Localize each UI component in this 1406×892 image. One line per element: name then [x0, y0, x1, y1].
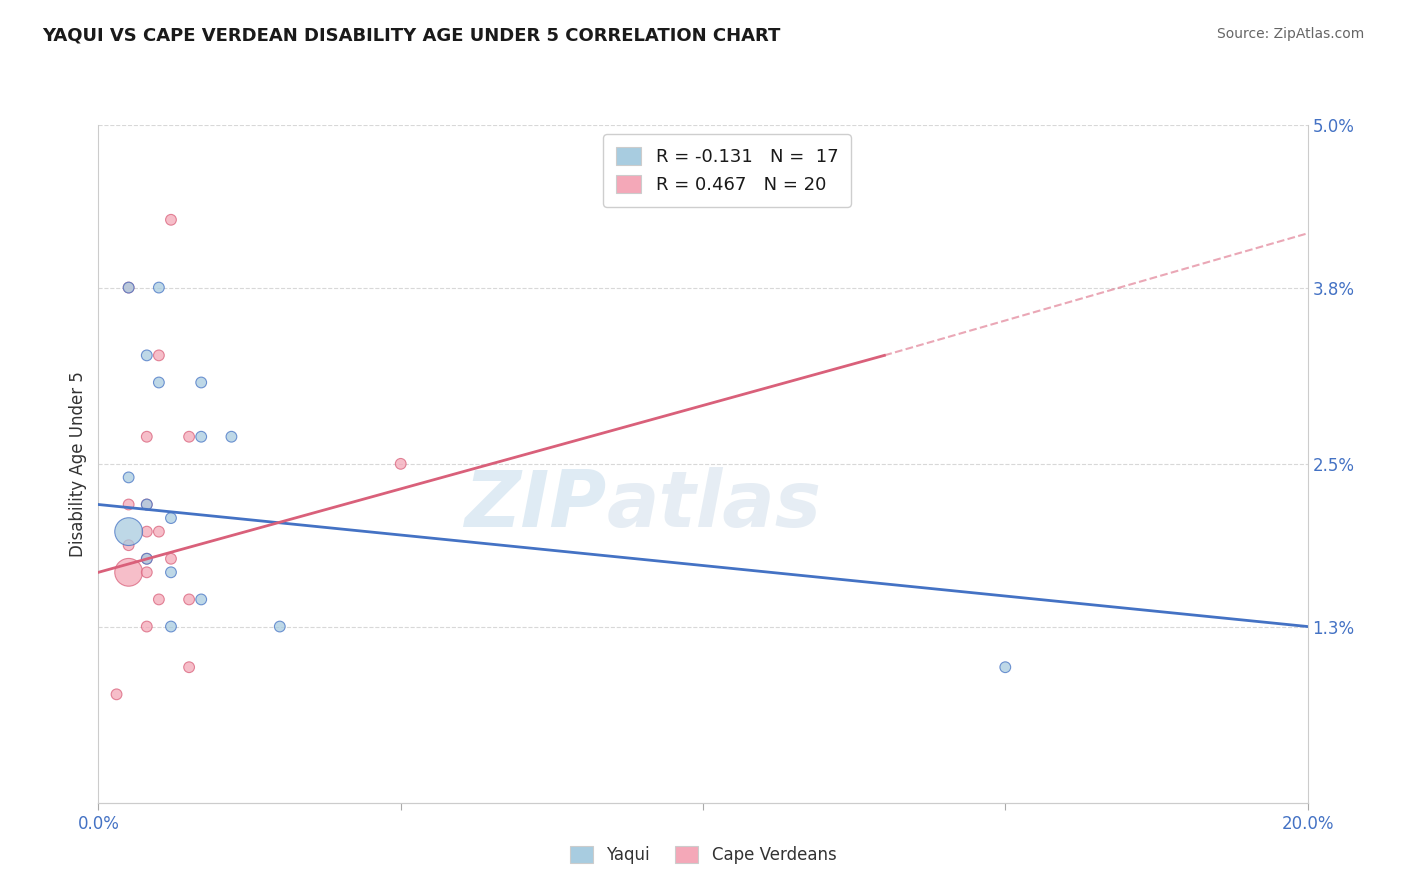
- Point: [135, 619, 157, 633]
- Point: [148, 376, 170, 390]
- Point: [135, 566, 157, 580]
- Legend: Yaqui, Cape Verdeans: Yaqui, Cape Verdeans: [558, 834, 848, 876]
- Text: Source: ZipAtlas.com: Source: ZipAtlas.com: [1216, 27, 1364, 41]
- Point: [179, 430, 201, 444]
- Point: [179, 592, 201, 607]
- Point: [160, 619, 183, 633]
- Point: [160, 511, 183, 525]
- Point: [994, 660, 1017, 674]
- Point: [160, 566, 183, 580]
- Point: [118, 280, 141, 294]
- Point: [135, 348, 157, 362]
- Point: [105, 687, 128, 701]
- Text: ZIP: ZIP: [464, 467, 606, 542]
- Text: YAQUI VS CAPE VERDEAN DISABILITY AGE UNDER 5 CORRELATION CHART: YAQUI VS CAPE VERDEAN DISABILITY AGE UND…: [42, 27, 780, 45]
- Point: [148, 348, 170, 362]
- Point: [135, 524, 157, 539]
- Point: [190, 430, 212, 444]
- Point: [118, 538, 141, 552]
- Point: [179, 660, 201, 674]
- Point: [118, 280, 141, 294]
- Point: [160, 212, 183, 227]
- Point: [148, 592, 170, 607]
- Point: [118, 498, 141, 512]
- Point: [190, 376, 212, 390]
- Point: [118, 470, 141, 484]
- Point: [118, 524, 141, 539]
- Point: [135, 430, 157, 444]
- Point: [160, 551, 183, 566]
- Text: atlas: atlas: [606, 467, 821, 542]
- Point: [148, 280, 170, 294]
- Point: [190, 592, 212, 607]
- Point: [389, 457, 412, 471]
- Point: [269, 619, 291, 633]
- Point: [118, 566, 141, 580]
- Point: [135, 551, 157, 566]
- Point: [135, 498, 157, 512]
- Point: [148, 524, 170, 539]
- Point: [135, 498, 157, 512]
- Point: [135, 551, 157, 566]
- Point: [221, 430, 243, 444]
- Y-axis label: Disability Age Under 5: Disability Age Under 5: [69, 371, 87, 557]
